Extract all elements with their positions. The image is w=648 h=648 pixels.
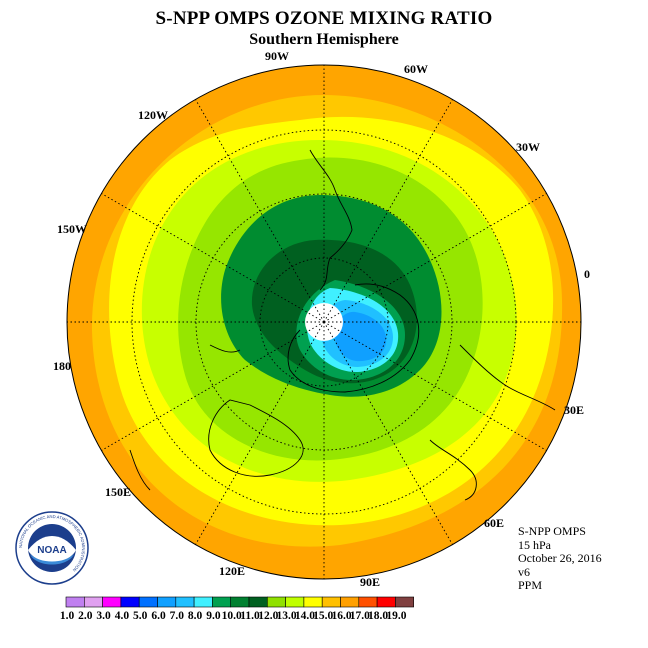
longitude-label-120w: 120W xyxy=(138,108,168,122)
colorbar-tick-label: 3.0 xyxy=(96,610,111,622)
colorbar-swatch-1 xyxy=(65,596,85,608)
colorbar-tick-label: 12.0 xyxy=(258,610,278,622)
colorbar-swatch-2 xyxy=(84,596,103,608)
colorbar-swatch-18 xyxy=(376,596,396,608)
colorbar-tick-label: 15.0 xyxy=(313,610,333,622)
colorbar-swatch-6 xyxy=(157,596,177,608)
info-version: v6 xyxy=(518,564,530,579)
coastlines xyxy=(129,149,556,501)
colorbar-swatch-8 xyxy=(193,596,213,608)
colorbar-swatch-11 xyxy=(248,596,268,608)
longitude-label-150w: 150W xyxy=(57,222,87,236)
longitude-label-60w: 60W xyxy=(404,62,428,76)
longitude-label-120e: 120E xyxy=(219,564,245,578)
colorbar-tick-label: 9.0 xyxy=(206,610,221,622)
info-level: 15 hPa xyxy=(518,537,551,552)
longitude-label-180: 180 xyxy=(53,359,71,373)
noaa-logo: NOAA NATIONAL OCEANIC AND ATMOSPHERIC AD… xyxy=(15,511,89,585)
longitude-label-90w: 90W xyxy=(265,49,289,63)
ozone-field xyxy=(67,65,581,579)
longitude-labels: 90W 60W 30W 0 30E 60E 90E 120E 150E 180 150W 120W xyxy=(53,49,590,589)
colorbar-tick-label: 18.0 xyxy=(368,610,388,622)
colorbar-tick-label: 8.0 xyxy=(188,610,203,622)
colorbar-swatch-10 xyxy=(230,596,250,608)
colorbar-swatch-14 xyxy=(303,596,323,608)
colorbar-tick-label: 5.0 xyxy=(133,610,148,622)
field-band-6 xyxy=(335,311,387,362)
longitude-label-30w: 30W xyxy=(516,140,540,154)
colorbar-tick-label: 1.0 xyxy=(60,610,75,622)
colorbar-swatch-7 xyxy=(175,596,195,608)
colorbar-tick-label: 7.0 xyxy=(170,610,185,622)
colorbar-swatch-5 xyxy=(138,596,158,608)
colorbar-swatch-13 xyxy=(285,596,305,608)
map-boundary xyxy=(66,64,582,580)
map-title: S-NPP OMPS OZONE MIXING RATIO xyxy=(155,8,493,29)
colorbar-swatch-15 xyxy=(321,596,341,608)
colorbar-tick-label: 11.0 xyxy=(240,610,260,622)
longitude-label-150e: 150E xyxy=(105,485,131,499)
colorbar-swatch-17 xyxy=(358,596,378,608)
colorbar-tick-label: 16.0 xyxy=(331,610,351,622)
longitude-label-0: 0 xyxy=(584,267,590,281)
longitude-label-90e: 90E xyxy=(360,575,380,589)
longitude-label-30e: 30E xyxy=(564,403,584,417)
info-date: October 26, 2016 xyxy=(518,551,602,565)
colorbar-tick-label: 10.0 xyxy=(222,610,242,622)
colorbar-tick-label: 17.0 xyxy=(350,610,370,622)
logo-text: NOAA xyxy=(37,545,66,556)
colorbar-tick-label: 4.0 xyxy=(115,610,130,622)
longitude-label-60e: 60E xyxy=(484,516,504,530)
info-block: S-NPP OMPS 15 hPa October 26, 2016 v6 PP… xyxy=(518,524,602,593)
colorbar-swatch-16 xyxy=(340,596,360,608)
graticule xyxy=(67,65,581,579)
colorbar-swatch-3 xyxy=(102,596,122,608)
colorbar-tick-label: 13.0 xyxy=(277,610,297,622)
colorbar-tick-label: 14.0 xyxy=(295,610,315,622)
info-instrument: S-NPP OMPS xyxy=(518,524,586,538)
colorbar-swatch-12 xyxy=(266,596,286,608)
colorbar-swatch-19 xyxy=(395,596,414,608)
colorbar-swatch-4 xyxy=(120,596,140,608)
map-subtitle: Southern Hemisphere xyxy=(249,31,399,48)
colorbar-tick-label: 19.0 xyxy=(386,610,406,622)
colorbar-tick-label: 6.0 xyxy=(151,610,166,622)
colorbar-tick-label: 2.0 xyxy=(78,610,93,622)
colorbar-swatch-9 xyxy=(212,596,231,608)
info-units: PPM xyxy=(518,578,543,592)
